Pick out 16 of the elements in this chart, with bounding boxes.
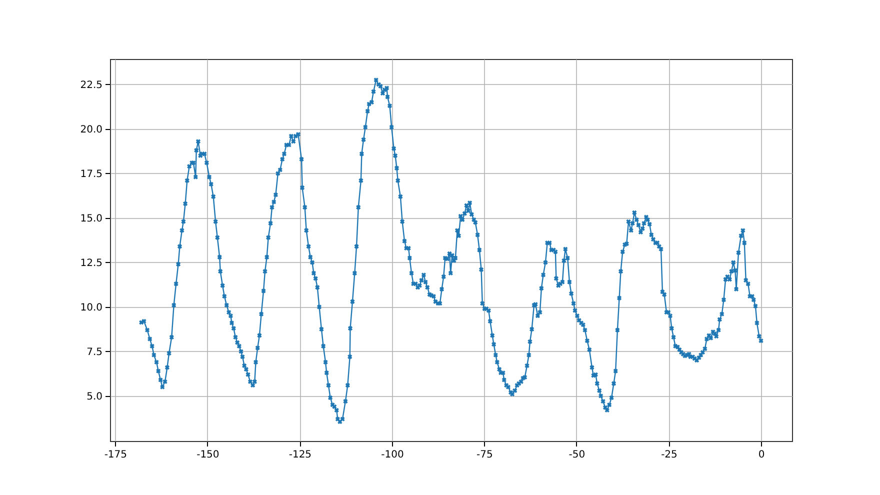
y-tick-label: 17.5 xyxy=(80,168,102,180)
x-tick-label: -100 xyxy=(381,450,404,460)
y-tick-label: 10.0 xyxy=(80,302,102,314)
y-tick-label: 15.0 xyxy=(80,213,102,224)
x-tick-label: -175 xyxy=(104,450,128,460)
x-tick-label: 0 xyxy=(758,450,765,460)
x-tick-label: -150 xyxy=(196,450,220,460)
y-tick-label: 20.0 xyxy=(80,124,102,136)
y-tick-label: 22.5 xyxy=(80,80,102,91)
x-tick-label: -50 xyxy=(568,450,586,460)
x-tick-label: -25 xyxy=(661,450,678,460)
y-tick-label: 5.0 xyxy=(86,391,102,402)
x-tick-label: -125 xyxy=(288,450,312,460)
y-tick-label: 12.5 xyxy=(80,258,102,269)
x-tick-label: -75 xyxy=(476,450,493,460)
y-tick-label: 7.5 xyxy=(86,346,102,358)
